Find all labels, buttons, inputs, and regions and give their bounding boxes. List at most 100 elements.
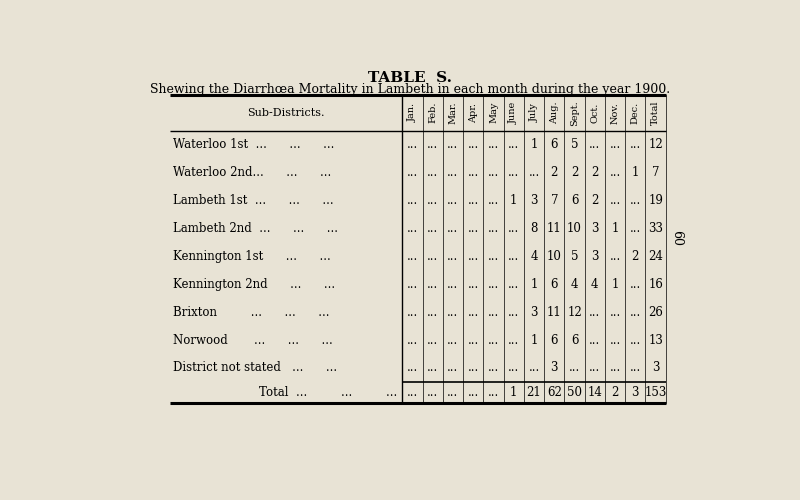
Text: 50: 50: [567, 386, 582, 399]
Text: Apr.: Apr.: [469, 102, 478, 122]
Text: 33: 33: [648, 222, 663, 235]
Text: 3: 3: [631, 386, 639, 399]
Text: ...: ...: [508, 278, 519, 290]
Text: ...: ...: [630, 194, 641, 207]
Text: ...: ...: [488, 362, 499, 374]
Text: 153: 153: [645, 386, 667, 399]
Text: ...: ...: [488, 278, 499, 290]
Text: ...: ...: [589, 306, 601, 318]
Text: ...: ...: [508, 222, 519, 235]
Text: 1: 1: [510, 194, 518, 207]
Text: ...: ...: [630, 278, 641, 290]
Text: 11: 11: [547, 222, 562, 235]
Text: ...: ...: [488, 194, 499, 207]
Text: ...: ...: [508, 166, 519, 179]
Text: ...: ...: [427, 386, 438, 399]
Text: ...: ...: [610, 166, 621, 179]
Text: ...: ...: [488, 250, 499, 263]
Text: Waterloo 1st  ...      ...      ...: Waterloo 1st ... ... ...: [173, 138, 334, 151]
Text: Sept.: Sept.: [570, 100, 579, 126]
Text: ...: ...: [528, 166, 540, 179]
Text: Norwood       ...      ...      ...: Norwood ... ... ...: [173, 334, 333, 346]
Text: Shewing the Diarrhœa Mortality in Lambeth in each month during the year 1900.: Shewing the Diarrhœa Mortality in Lambet…: [150, 83, 670, 96]
Text: 3: 3: [591, 250, 598, 263]
Text: 3: 3: [591, 222, 598, 235]
Text: ...: ...: [447, 166, 458, 179]
Text: ...: ...: [467, 334, 479, 346]
Text: 26: 26: [648, 306, 663, 318]
Text: TABLE  S.: TABLE S.: [368, 70, 452, 85]
Text: ...: ...: [610, 250, 621, 263]
Text: ...: ...: [610, 138, 621, 151]
Text: 24: 24: [648, 250, 663, 263]
Text: ...: ...: [467, 306, 479, 318]
Text: ...: ...: [569, 362, 580, 374]
Text: ...: ...: [406, 166, 418, 179]
Text: Waterloo 2nd...      ...      ...: Waterloo 2nd... ... ...: [173, 166, 331, 179]
Text: 13: 13: [648, 334, 663, 346]
Text: ...: ...: [467, 222, 479, 235]
Text: ...: ...: [427, 194, 438, 207]
Text: 21: 21: [526, 386, 542, 399]
Text: ...: ...: [447, 194, 458, 207]
Text: 1: 1: [530, 138, 538, 151]
Text: ...: ...: [406, 278, 418, 290]
Text: June: June: [510, 102, 518, 124]
Text: 1: 1: [632, 166, 639, 179]
Text: ...: ...: [630, 334, 641, 346]
Text: ...: ...: [508, 334, 519, 346]
Text: 3: 3: [530, 194, 538, 207]
Text: 09: 09: [674, 229, 688, 245]
Text: ...: ...: [467, 194, 479, 207]
Text: 16: 16: [648, 278, 663, 290]
Text: 2: 2: [591, 166, 598, 179]
Text: Nov.: Nov.: [610, 102, 619, 124]
Text: 12: 12: [648, 138, 663, 151]
Text: Lambeth 1st  ...      ...      ...: Lambeth 1st ... ... ...: [173, 194, 334, 207]
Text: Dec.: Dec.: [631, 102, 640, 124]
Text: ...: ...: [406, 334, 418, 346]
Text: Sub-Districts.: Sub-Districts.: [247, 108, 325, 118]
Text: ...: ...: [427, 138, 438, 151]
Text: ...: ...: [488, 386, 499, 399]
Text: 4: 4: [591, 278, 598, 290]
Text: ...: ...: [630, 306, 641, 318]
Text: ...: ...: [427, 362, 438, 374]
Text: Feb.: Feb.: [428, 102, 437, 124]
Text: ...: ...: [427, 250, 438, 263]
Text: ...: ...: [508, 306, 519, 318]
Text: ...: ...: [447, 386, 458, 399]
Text: ...: ...: [589, 362, 601, 374]
Text: 2: 2: [571, 166, 578, 179]
Text: ...: ...: [447, 222, 458, 235]
Text: 6: 6: [570, 194, 578, 207]
Text: ...: ...: [467, 386, 479, 399]
Text: 1: 1: [530, 278, 538, 290]
Text: ...: ...: [467, 166, 479, 179]
Text: ...: ...: [447, 278, 458, 290]
Text: ...: ...: [406, 250, 418, 263]
Text: 19: 19: [648, 194, 663, 207]
Text: ...: ...: [427, 222, 438, 235]
Text: Aug.: Aug.: [550, 102, 558, 124]
Text: 3: 3: [550, 362, 558, 374]
Text: 10: 10: [547, 250, 562, 263]
Text: Oct.: Oct.: [590, 102, 599, 123]
Text: ...: ...: [427, 334, 438, 346]
Text: ...: ...: [406, 362, 418, 374]
Text: May: May: [489, 102, 498, 124]
Text: ...: ...: [508, 138, 519, 151]
Text: 6: 6: [550, 334, 558, 346]
Text: ...: ...: [427, 306, 438, 318]
Text: 1: 1: [510, 386, 518, 399]
Text: 12: 12: [567, 306, 582, 318]
Text: 2: 2: [632, 250, 639, 263]
Text: ...: ...: [467, 278, 479, 290]
Text: ...: ...: [447, 334, 458, 346]
Text: Total  ...         ...         ...: Total ... ... ...: [259, 386, 398, 399]
Text: 7: 7: [652, 166, 659, 179]
Text: 7: 7: [550, 194, 558, 207]
Text: 3: 3: [530, 306, 538, 318]
Text: ...: ...: [589, 334, 601, 346]
Text: ...: ...: [427, 166, 438, 179]
